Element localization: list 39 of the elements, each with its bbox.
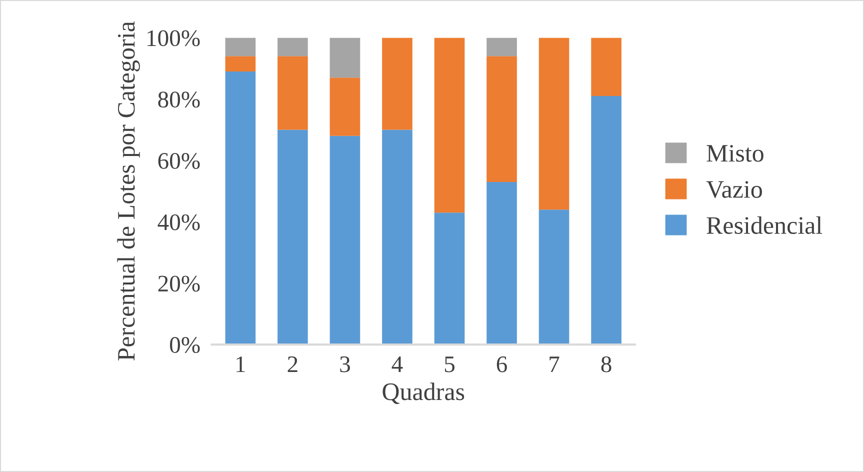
bar (486, 182, 517, 345)
x-axis-title: Quadras (382, 382, 464, 404)
y-tick-label: 20% (158, 276, 200, 292)
x-tick-label: 6 (496, 356, 507, 372)
bar (278, 38, 308, 56)
x-tick-label: 1 (236, 356, 245, 372)
y-tick-label: 0% (170, 337, 200, 354)
y-tick-label: 80% (158, 92, 200, 108)
bar (434, 38, 465, 213)
bar (330, 38, 360, 78)
bar (330, 78, 360, 136)
x-tick-label: 2 (288, 356, 298, 372)
bar (486, 56, 517, 182)
y-tick-label: 40% (158, 214, 200, 230)
bar (278, 130, 308, 345)
x-tick-label: 4 (392, 356, 403, 372)
bar (278, 56, 308, 130)
y-axis-title: Percentual de Lotes por Categoria (117, 21, 140, 361)
bar (486, 38, 517, 56)
bar (382, 130, 412, 345)
bar (538, 210, 570, 345)
bar (330, 136, 360, 345)
y-tick-label: 100% (148, 30, 200, 46)
x-tick-label: 3 (340, 356, 350, 372)
x-tick-label: 7 (550, 356, 560, 372)
bar (382, 38, 412, 130)
bar (225, 38, 256, 56)
y-tick-label: 60% (158, 152, 200, 169)
bar (591, 96, 622, 345)
bar (434, 212, 465, 345)
x-tick-label: 8 (601, 356, 612, 372)
bar (538, 38, 570, 210)
legend-label: Vazio (706, 181, 762, 198)
legend-label: Misto (706, 144, 764, 162)
bar (225, 72, 256, 345)
bar (225, 56, 256, 72)
x-tick-label: 5 (444, 356, 454, 372)
bar (591, 38, 622, 96)
legend-label: Residencial (706, 216, 822, 234)
